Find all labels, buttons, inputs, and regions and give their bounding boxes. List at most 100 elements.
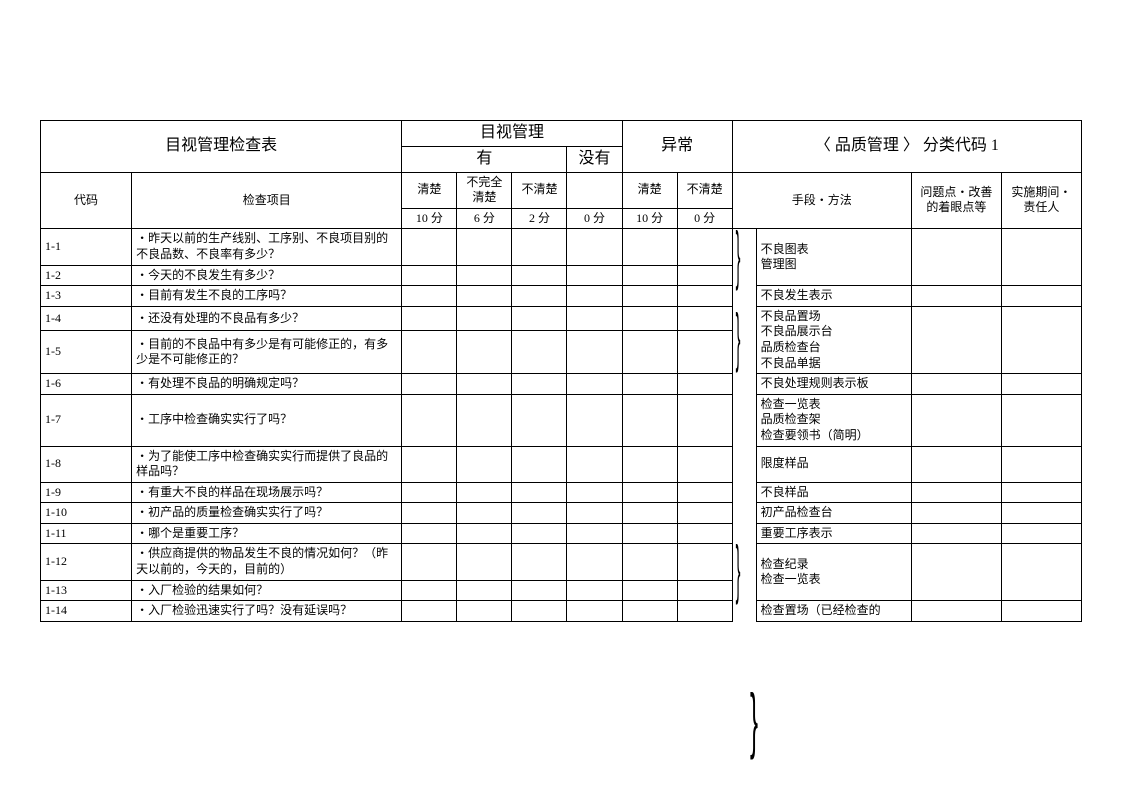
score-cell[interactable] (677, 580, 732, 601)
score-cell[interactable] (512, 523, 567, 544)
score-cell[interactable] (677, 523, 732, 544)
score-cell[interactable] (457, 306, 512, 330)
period-cell[interactable] (1001, 306, 1081, 373)
score-cell[interactable] (567, 229, 622, 265)
score-cell[interactable] (677, 601, 732, 622)
score-cell[interactable] (622, 394, 677, 446)
issue-cell[interactable] (911, 374, 1001, 395)
score-cell[interactable] (512, 394, 567, 446)
period-cell[interactable] (1001, 286, 1081, 307)
score-cell[interactable] (622, 331, 677, 374)
issue-cell[interactable] (911, 482, 1001, 503)
score-cell[interactable] (512, 265, 567, 286)
period-cell[interactable] (1001, 394, 1081, 446)
score-cell[interactable] (677, 265, 732, 286)
score-cell[interactable] (457, 446, 512, 482)
score-cell[interactable] (677, 229, 732, 265)
score-cell[interactable] (677, 394, 732, 446)
score-cell[interactable] (512, 580, 567, 601)
period-cell[interactable] (1001, 523, 1081, 544)
score-cell[interactable] (677, 374, 732, 395)
score-cell[interactable] (512, 331, 567, 374)
score-cell[interactable] (567, 580, 622, 601)
score-cell[interactable] (457, 374, 512, 395)
issue-cell[interactable] (911, 601, 1001, 622)
score-cell[interactable] (457, 482, 512, 503)
score-cell[interactable] (457, 229, 512, 265)
score-cell[interactable] (567, 523, 622, 544)
score-cell[interactable] (567, 503, 622, 524)
score-cell[interactable] (622, 523, 677, 544)
score-cell[interactable] (512, 229, 567, 265)
score-cell[interactable] (512, 503, 567, 524)
score-cell[interactable] (402, 265, 457, 286)
score-cell[interactable] (622, 580, 677, 601)
score-cell[interactable] (402, 523, 457, 544)
issue-cell[interactable] (911, 229, 1001, 286)
score-cell[interactable] (677, 482, 732, 503)
score-cell[interactable] (402, 601, 457, 622)
issue-cell[interactable] (911, 394, 1001, 446)
score-cell[interactable] (402, 229, 457, 265)
score-cell[interactable] (402, 374, 457, 395)
period-cell[interactable] (1001, 601, 1081, 622)
period-cell[interactable] (1001, 229, 1081, 286)
period-cell[interactable] (1001, 544, 1081, 601)
score-cell[interactable] (622, 374, 677, 395)
period-cell[interactable] (1001, 482, 1081, 503)
score-cell[interactable] (677, 306, 732, 330)
period-cell[interactable] (1001, 446, 1081, 482)
score-cell[interactable] (402, 446, 457, 482)
score-cell[interactable] (677, 544, 732, 580)
score-cell[interactable] (457, 331, 512, 374)
score-cell[interactable] (402, 306, 457, 330)
score-cell[interactable] (567, 544, 622, 580)
score-cell[interactable] (567, 446, 622, 482)
score-cell[interactable] (512, 482, 567, 503)
score-cell[interactable] (567, 286, 622, 307)
score-cell[interactable] (567, 601, 622, 622)
score-cell[interactable] (567, 374, 622, 395)
score-cell[interactable] (622, 286, 677, 307)
score-cell[interactable] (677, 446, 732, 482)
score-cell[interactable] (567, 394, 622, 446)
score-cell[interactable] (402, 286, 457, 307)
score-cell[interactable] (677, 286, 732, 307)
score-cell[interactable] (567, 306, 622, 330)
score-cell[interactable] (457, 601, 512, 622)
score-cell[interactable] (622, 306, 677, 330)
score-cell[interactable] (402, 482, 457, 503)
score-cell[interactable] (457, 580, 512, 601)
period-cell[interactable] (1001, 374, 1081, 395)
issue-cell[interactable] (911, 306, 1001, 373)
score-cell[interactable] (402, 331, 457, 374)
score-cell[interactable] (512, 446, 567, 482)
score-cell[interactable] (512, 601, 567, 622)
score-cell[interactable] (457, 394, 512, 446)
score-cell[interactable] (457, 544, 512, 580)
score-cell[interactable] (457, 523, 512, 544)
issue-cell[interactable] (911, 286, 1001, 307)
issue-cell[interactable] (911, 544, 1001, 601)
score-cell[interactable] (677, 331, 732, 374)
score-cell[interactable] (567, 265, 622, 286)
score-cell[interactable] (567, 331, 622, 374)
issue-cell[interactable] (911, 503, 1001, 524)
score-cell[interactable] (622, 265, 677, 286)
score-cell[interactable] (402, 544, 457, 580)
score-cell[interactable] (677, 503, 732, 524)
score-cell[interactable] (402, 503, 457, 524)
score-cell[interactable] (457, 503, 512, 524)
score-cell[interactable] (512, 374, 567, 395)
score-cell[interactable] (512, 544, 567, 580)
period-cell[interactable] (1001, 503, 1081, 524)
score-cell[interactable] (622, 446, 677, 482)
issue-cell[interactable] (911, 446, 1001, 482)
score-cell[interactable] (457, 265, 512, 286)
score-cell[interactable] (402, 580, 457, 601)
score-cell[interactable] (402, 394, 457, 446)
issue-cell[interactable] (911, 523, 1001, 544)
score-cell[interactable] (622, 601, 677, 622)
score-cell[interactable] (622, 544, 677, 580)
score-cell[interactable] (622, 229, 677, 265)
